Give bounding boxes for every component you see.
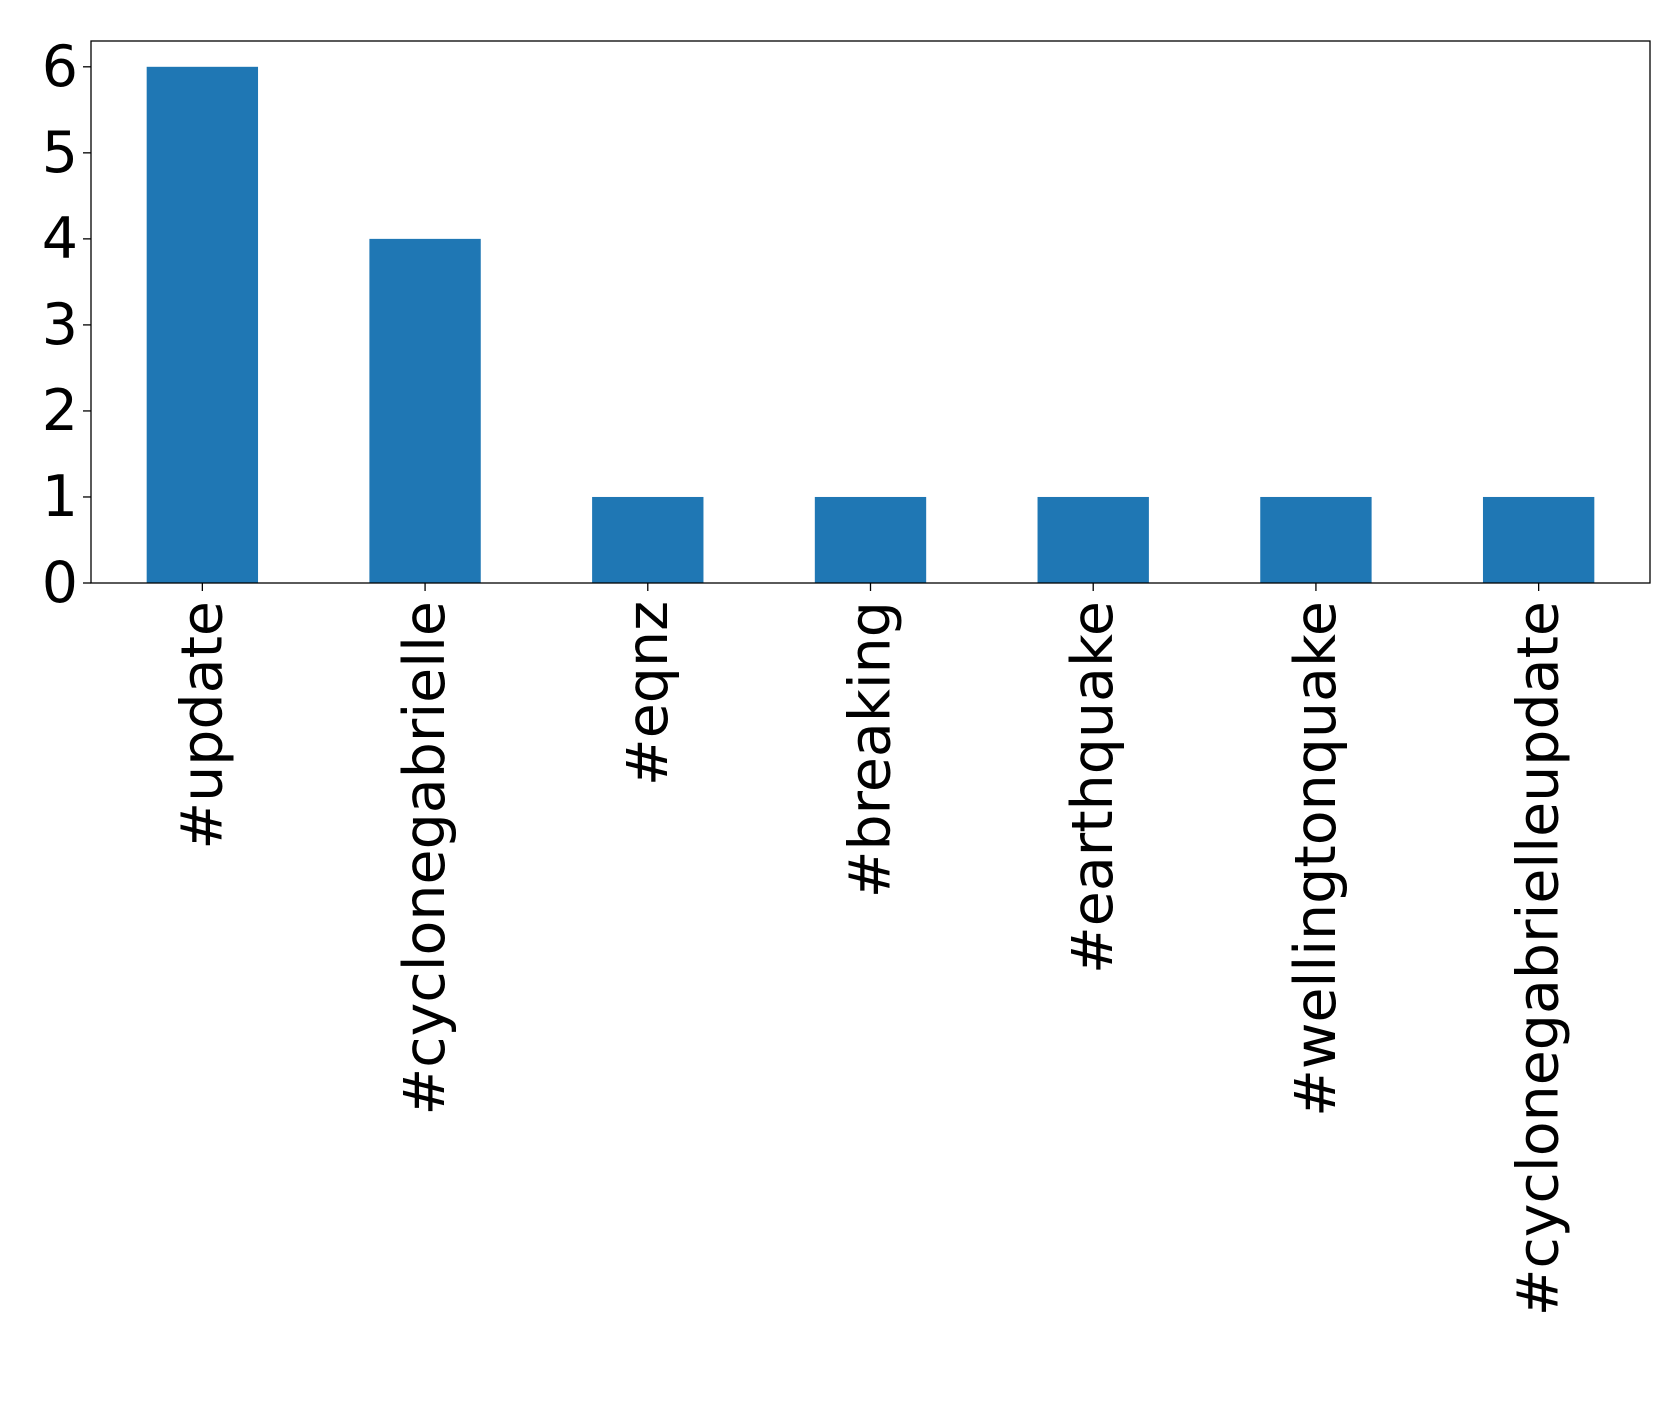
y-axis: 0 1 2 3 4 5 6 <box>42 34 91 616</box>
bar-earthquake <box>1037 496 1149 583</box>
x-axis: #update #cyclonegabrielle #eqnz #breaking #e… <box>169 583 1572 1316</box>
bar-breaking <box>814 496 927 583</box>
bar-wellingtonquake <box>1260 496 1372 583</box>
y-tick-label: 4 <box>42 206 78 272</box>
y-tick-label: 0 <box>42 550 78 616</box>
bar-cyclonegabrielleupdate <box>1482 496 1595 583</box>
y-tick-label: 6 <box>42 34 78 100</box>
x-tick-label: #update <box>169 601 235 850</box>
bar-cyclonegabrielle <box>369 238 481 583</box>
bar-eqnz <box>592 496 704 583</box>
x-tick-label: #cyclonegabrielleupdate <box>1506 601 1572 1316</box>
y-tick-label: 3 <box>42 292 78 358</box>
x-tick-label: #eqnz <box>615 601 681 786</box>
y-tick-label: 5 <box>42 120 78 186</box>
x-tick-label: #earthquake <box>1060 601 1126 974</box>
x-tick-label: #wellingtonquake <box>1283 601 1349 1117</box>
bars-group <box>146 66 1595 584</box>
x-tick-label: #breaking <box>838 601 904 898</box>
bar-update <box>146 66 259 584</box>
plot-area-frame <box>90 40 1651 584</box>
x-tick-label: #cyclonegabrielle <box>392 601 458 1115</box>
y-tick-label: 1 <box>42 464 78 530</box>
y-tick-label: 2 <box>42 378 78 444</box>
